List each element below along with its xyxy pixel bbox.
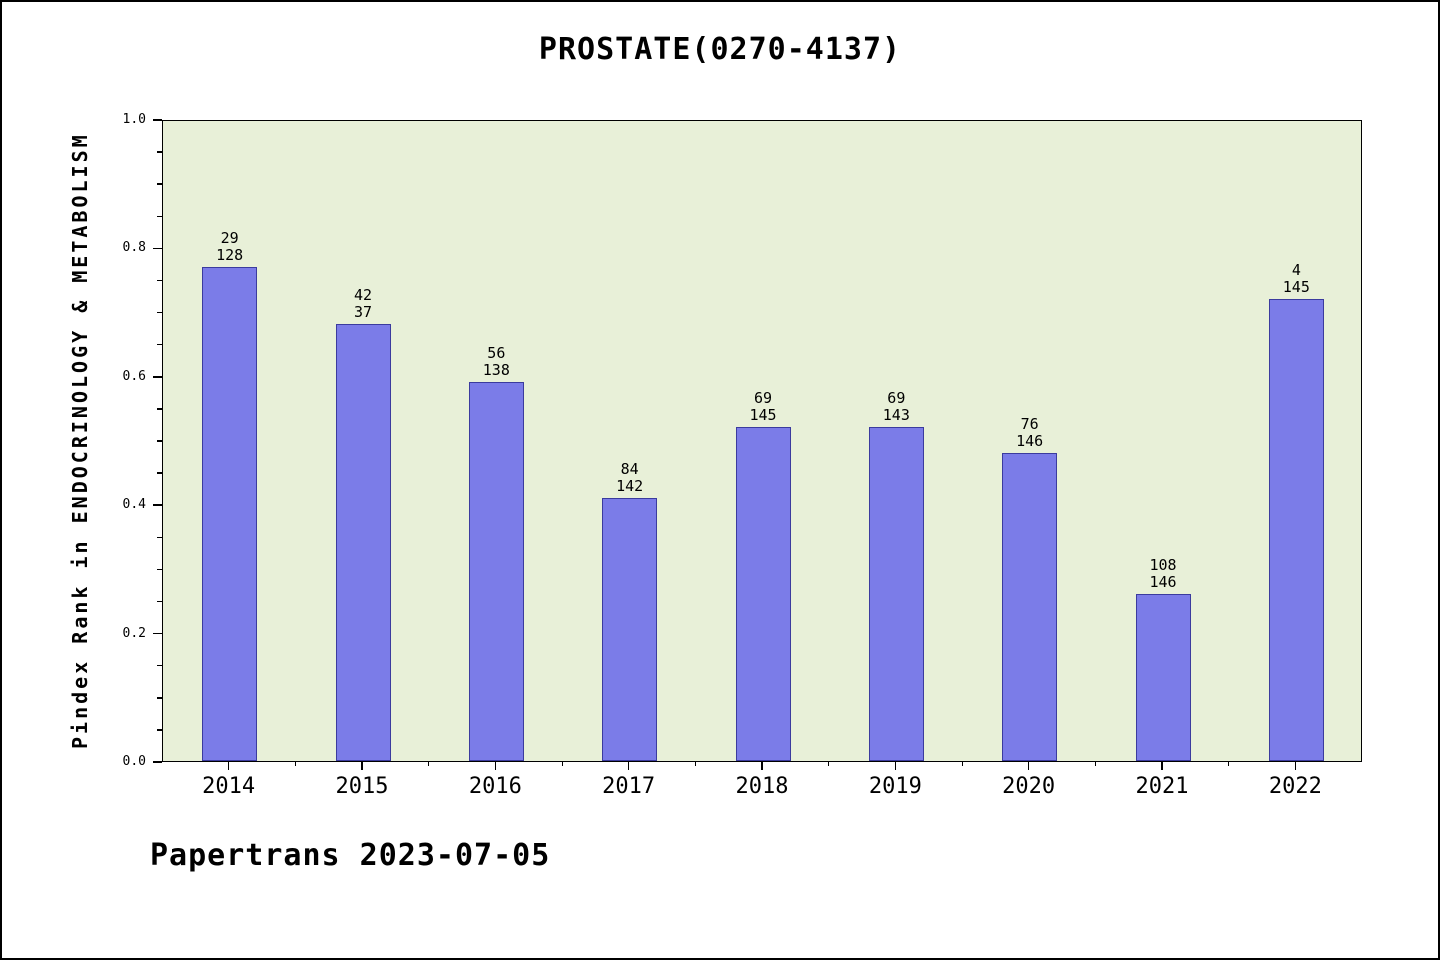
bar-total-value: 128 [216,246,244,264]
bar-total-value: 145 [1282,278,1310,296]
bar-total-value: 145 [749,406,777,424]
bar [735,427,791,761]
x-tick-mark [361,762,363,770]
bar-total-value: 138 [482,361,510,379]
bar-rank-value: 108 [1149,556,1177,574]
bar [1268,299,1324,761]
x-tick-mark [627,762,630,770]
bar-rank-value: 84 [620,460,639,478]
y-major-tick-mark [153,247,162,250]
bar-total-value: 146 [1016,432,1044,450]
bar-total-value: 143 [882,406,910,424]
x-tick-label: 2020 [1002,774,1056,799]
y-tick-label: 0.0 [122,754,146,769]
plot-area: 29 128 42 37 56 138 84 142 69 145 69 143 76 146 108 146… [162,120,1362,762]
x-minor-tick-mark [561,762,563,766]
x-minor-tick-mark [694,762,696,766]
bar-total-value: 146 [1149,573,1177,591]
x-tick-mark [494,762,497,770]
bar-value-label: 4 145 [1246,262,1346,296]
bar-rank-value: 56 [487,344,506,362]
y-tick-label: 0.8 [122,240,146,256]
y-tick-label: 0.2 [122,625,146,641]
y-tick-label: 0.4 [122,497,146,513]
y-major-tick-mark [153,119,162,121]
bar [335,324,391,761]
x-tick-mark [1027,762,1030,770]
y-tick-label: 0.6 [122,368,146,384]
bar-rank-value: 42 [353,286,373,304]
bar-value-label: 56 138 [446,345,546,379]
x-minor-tick-mark [828,762,830,766]
x-minor-tick-mark [294,762,296,766]
x-tick-mark [1161,762,1163,770]
x-tick-mark [227,762,230,770]
y-major-tick-mark [153,632,162,635]
x-tick-mark [761,762,763,770]
bar-value-label: 42 37 [313,287,413,321]
x-tick-label: 2015 [335,774,389,799]
bar-value-label: 84 142 [580,461,680,495]
x-minor-tick-mark [428,762,430,766]
x-tick-mark [1294,762,1297,770]
bar-rank-value: 69 [887,389,906,407]
bar-value-label: 76 146 [980,416,1080,450]
x-tick-label: 2021 [1135,774,1189,799]
bar-total-value: 37 [353,303,373,321]
watermark-text: Papertrans 2023-07-05 [150,838,551,873]
x-minor-tick-mark [1228,762,1230,766]
bar [868,427,924,761]
x-tick-mark [894,762,897,770]
bar-value-label: 69 143 [846,390,946,424]
bar-value-label: 29 128 [180,230,280,264]
bar-value-label: 69 145 [713,390,813,424]
bar-rank-value: 29 [220,229,239,247]
bar [1002,453,1058,761]
bar-total-value: 142 [616,477,644,495]
x-minor-tick-mark [1094,762,1096,766]
x-tick-label: 2014 [202,774,256,799]
y-tick-label: 1.0 [122,112,146,127]
y-axis-label: Pindex Rank in ENDOCRINOLOGY & METABOLIS… [68,132,92,750]
bar-value-label: 108 146 [1113,557,1213,591]
bar [202,267,258,761]
bar [602,498,658,761]
x-tick-label: 2018 [735,774,789,799]
chart-title: PROSTATE(0270-4137) [538,32,902,67]
bar-rank-value: 4 [1291,261,1301,279]
x-tick-label: 2016 [468,774,522,799]
x-minor-tick-mark [961,762,963,766]
x-tick-label: 2017 [602,774,656,799]
x-tick-label: 2019 [868,774,922,799]
y-major-tick-mark [153,376,162,378]
bar [468,382,524,761]
bar-rank-value: 76 [1020,415,1039,433]
bar [1135,594,1191,761]
y-major-tick-mark [153,504,162,506]
y-major-tick-mark [153,761,162,763]
x-tick-label: 2022 [1268,774,1322,799]
bar-rank-value: 69 [753,389,773,407]
